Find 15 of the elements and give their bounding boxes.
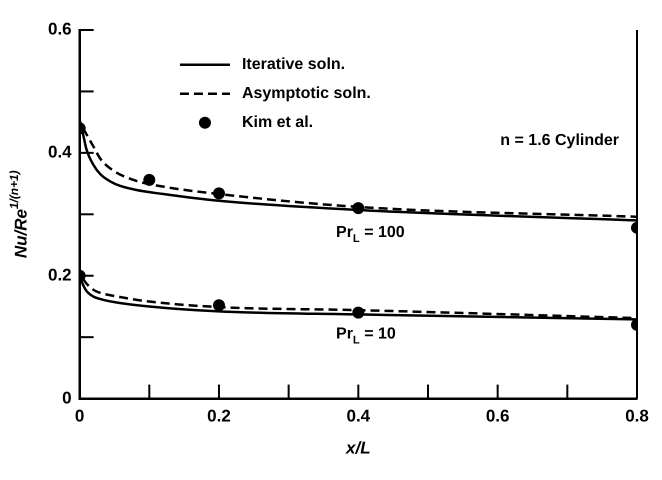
y-tick-label: 0.2 xyxy=(48,265,72,284)
y-axis-title: Nu/Re1/(n+1) xyxy=(7,170,30,258)
y-tick-label: 0 xyxy=(62,388,72,408)
annotation: n = 1.6 Cylinder xyxy=(500,132,620,149)
legend-label: Kim et al. xyxy=(242,114,314,132)
legend-label: Iterative soln. xyxy=(242,56,346,74)
x-tick-label: 0.2 xyxy=(207,406,231,426)
x-tick-label: 0.4 xyxy=(346,406,371,426)
x-tick-label: 0.6 xyxy=(486,406,510,426)
y-tick-label: 0.4 xyxy=(48,142,72,162)
x-axis-title: x/L xyxy=(345,438,371,458)
y-tick-label: 0.6 xyxy=(48,20,72,39)
x-tick-label: 0.8 xyxy=(625,406,649,426)
legend-label: Asymptotic soln. xyxy=(242,85,371,102)
x-tick-label: 0 xyxy=(74,406,84,426)
